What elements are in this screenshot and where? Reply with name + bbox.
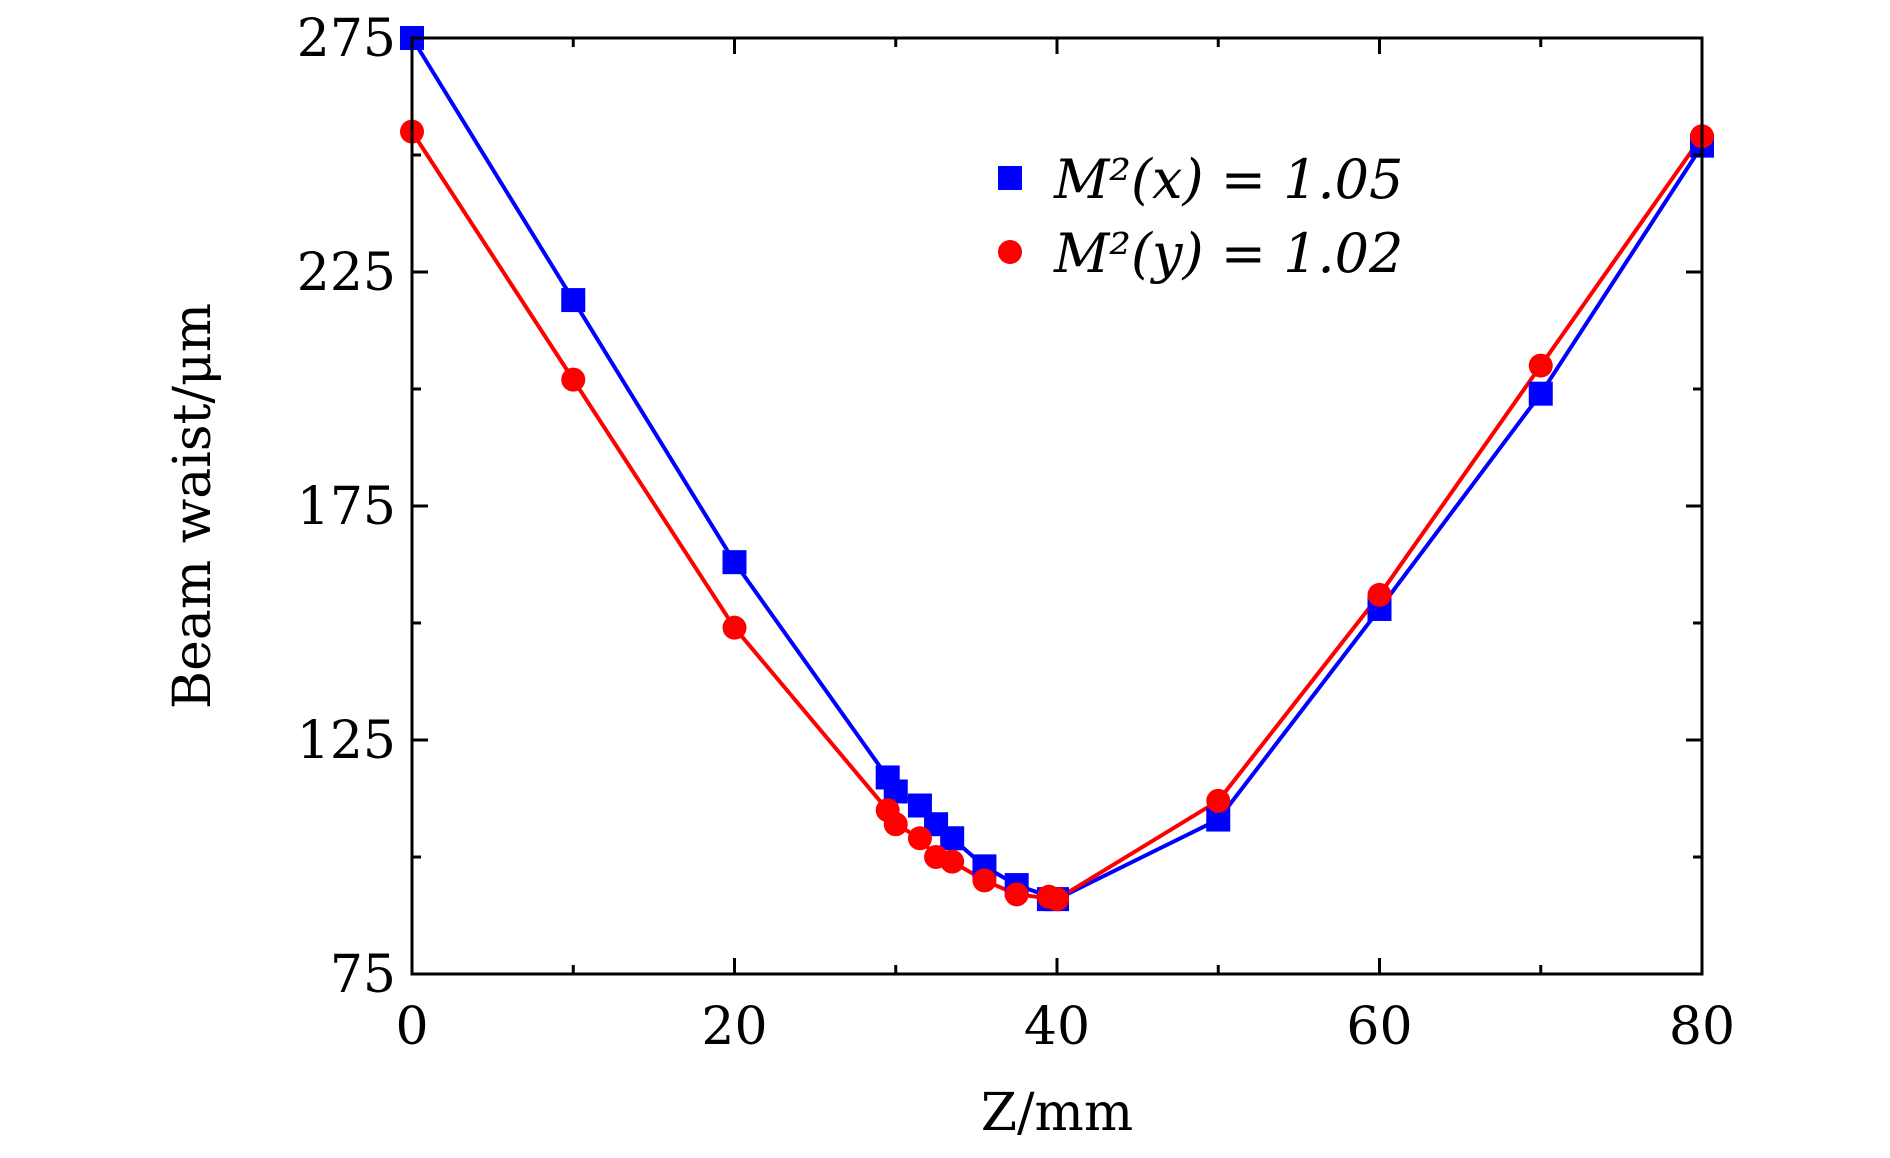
legend-entry-mx: M²(x) = 1.05 (1053, 148, 1403, 211)
x-tick-label: 40 (1024, 997, 1090, 1057)
x-tick-label: 80 (1669, 997, 1735, 1057)
data-point-circle (883, 812, 908, 837)
legend-marker-circle (998, 240, 1022, 264)
legend: M²(x) = 1.05 M²(y) = 1.02 (998, 148, 1403, 285)
legend-entry-my: M²(y) = 1.02 (1053, 222, 1403, 285)
y-tick-label: 275 (297, 9, 396, 69)
axis-tick-labels: 0 20 40 60 80 75 125 175 225 275 (297, 9, 1735, 1057)
data-point-square (561, 288, 586, 313)
axis-ticks (410, 36, 1704, 976)
data-point-square (722, 550, 747, 575)
data-point-circle (1004, 882, 1029, 907)
data-point-circle (907, 826, 932, 851)
data-point-circle (972, 868, 997, 893)
data-point-square (940, 826, 965, 851)
data-point-circle (722, 615, 747, 640)
data-point-circle (940, 849, 965, 874)
data-point-square (1528, 381, 1553, 406)
y-tick-label: 175 (297, 477, 396, 537)
y-tick-label: 125 (297, 711, 396, 771)
data-point-circle (1528, 353, 1553, 378)
y-axis-label: Beam waist/μm (163, 303, 223, 709)
x-tick-label: 60 (1346, 997, 1412, 1057)
x-tick-label: 20 (701, 997, 767, 1057)
data-point-circle (561, 367, 586, 392)
data-point-circle (1206, 788, 1231, 813)
legend-marker-square (998, 166, 1022, 190)
series-markers (400, 26, 1714, 912)
data-point-circle (1367, 582, 1392, 607)
y-tick-label: 75 (330, 945, 396, 1005)
data-point-circle (1045, 887, 1069, 912)
x-axis-label: Z/mm (981, 1083, 1133, 1143)
y-tick-label: 225 (297, 243, 396, 303)
x-tick-label: 0 (395, 997, 428, 1057)
